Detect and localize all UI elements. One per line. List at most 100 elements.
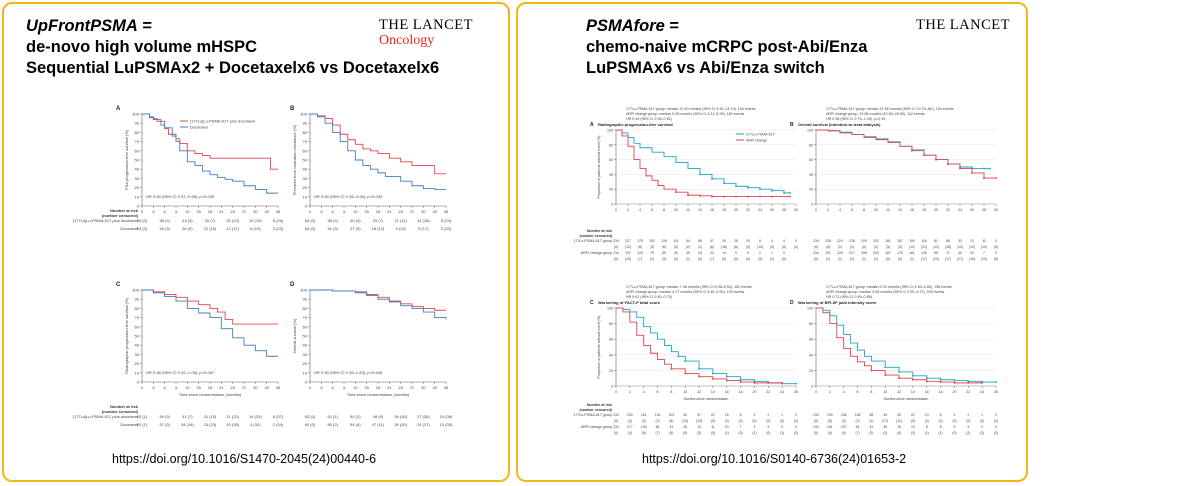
risk-cell: (6) <box>642 431 646 435</box>
risk-cell: 57 (3) <box>159 422 170 427</box>
risk-cell: (2) <box>966 431 970 435</box>
risk-cell: 177 <box>627 425 633 429</box>
risk-cell: 14 <box>722 251 726 255</box>
risk-cell: 217 <box>625 239 631 243</box>
risk-cell: 12 (17) <box>226 226 239 231</box>
legend-label: 177Lu-PSMA-617 <box>746 133 775 137</box>
risk-cell: 39 <box>722 239 726 243</box>
x-tick-label: 30 <box>421 209 426 214</box>
y-tick-label: 10 <box>303 194 308 199</box>
risk-cell: 18 (13) <box>372 226 385 231</box>
risk-cell: 21 (11) <box>394 218 407 223</box>
x-tick-label: 10 <box>683 390 687 394</box>
risk-cell: (4) <box>897 431 901 435</box>
x-tick-label: 24 <box>958 208 962 212</box>
lancet-oncology-sublogo: Oncology <box>379 33 435 48</box>
panel-letter: A <box>590 122 594 128</box>
risk-table-header: Number at risk <box>587 229 612 233</box>
risk-cell: (6) <box>710 245 714 249</box>
x-tick-label: 9 <box>175 209 178 214</box>
x-tick-label: 24 <box>758 208 762 212</box>
risk-cell: (3) <box>886 245 890 249</box>
risk-cell: (0) <box>711 419 715 423</box>
risk-cell: 25 <box>897 413 901 417</box>
y-tick-label: 50 <box>135 334 140 339</box>
x-tick-label: 22 <box>766 390 770 394</box>
censor-mark <box>983 167 985 170</box>
risk-cell: (0) <box>782 245 786 249</box>
panel-letter: A <box>116 106 121 112</box>
censor-mark <box>712 378 714 380</box>
censor-mark <box>771 189 773 192</box>
risk-cell: (3) <box>662 257 666 261</box>
panel-letter: C <box>590 300 594 306</box>
x-tick-label: 15 <box>364 209 369 214</box>
upfrontpsma-doi-link[interactable]: https://doi.org/10.1016/S1470-2045(24)00… <box>112 452 377 466</box>
censor-mark <box>767 382 770 384</box>
risk-table-header: (number censored) <box>579 408 612 412</box>
risk-cell: 6 (37) <box>273 414 284 419</box>
risk-cell: 234 <box>813 413 819 417</box>
risk-cell: 5 (17) <box>418 226 429 231</box>
km-curve-red <box>816 129 996 179</box>
x-tick-label: 20 <box>734 208 738 212</box>
risk-cell: (20) <box>933 257 939 261</box>
x-tick-label: 0 <box>141 209 144 214</box>
psmafore-panel: PSMAfore = chemo-naive mCRPC post-Abi/En… <box>516 2 1028 482</box>
x-axis-label: Months since randomisation <box>684 397 729 401</box>
y-tick-label: 90 <box>135 121 140 126</box>
risk-cell: (1) <box>698 245 702 249</box>
km-curve-teal <box>816 307 996 383</box>
x-tick-label: 3 <box>320 385 323 390</box>
risk-cell: 138 <box>841 413 847 417</box>
psmafore-doi-link[interactable]: https://doi.org/10.1016/S0140-6736(24)01… <box>642 452 907 466</box>
risk-cell: (16) <box>969 257 975 261</box>
x-tick-label: 14 <box>698 208 702 212</box>
risk-cell: (2) <box>794 431 798 435</box>
x-tick-label: 0 <box>309 209 312 214</box>
risk-cell: 190 <box>827 413 833 417</box>
y-tick-label: 20 <box>809 369 813 373</box>
y-tick-label: 80 <box>609 322 613 326</box>
risk-cell: 51 (3) <box>327 226 338 231</box>
risk-cell: (4) <box>842 431 846 435</box>
risk-cell: (1) <box>686 257 690 261</box>
x-tick-label: 16 <box>710 208 714 212</box>
legend-summary-line: ARPI change group: 23·85 months (20·60–2… <box>826 112 925 116</box>
risk-cell: 42 <box>869 425 873 429</box>
km-curve-red <box>310 289 446 311</box>
y-tick-label: 20 <box>303 361 308 366</box>
legend-label: [177Lu]Lu-PSMA-617 plus docetaxel <box>190 119 255 124</box>
risk-cell: (3) <box>674 245 678 249</box>
y-tick-label: 0 <box>811 203 813 207</box>
risk-cell: (0) <box>698 257 702 261</box>
x-tick-label: 6 <box>651 208 653 212</box>
y-axis-label: PSA progression-free survival (%) <box>124 129 129 190</box>
risk-cell: 234 <box>813 239 819 243</box>
risk-table-header: Number at risk <box>110 404 139 409</box>
x-axis-label: Months since randomisation <box>884 397 929 401</box>
x-tick-label: 14 <box>711 390 715 394</box>
censor-mark <box>781 382 783 384</box>
risk-cell: 7 <box>740 425 742 429</box>
risk-cell: 8 <box>759 239 761 243</box>
censor-mark <box>753 382 756 384</box>
y-tick-label: 0 <box>305 204 308 209</box>
risk-cell: 178 <box>897 251 903 255</box>
x-tick-label: 6 <box>657 390 659 394</box>
y-tick-label: 60 <box>809 158 813 162</box>
risk-cell: (3) <box>869 431 873 435</box>
x-tick-label: 22 <box>966 390 970 394</box>
risk-cell: 1 <box>781 413 783 417</box>
risk-cell: (1) <box>939 431 943 435</box>
censor-mark <box>759 188 761 190</box>
risk-cell: 136 <box>641 425 647 429</box>
censor-mark <box>953 379 956 382</box>
y-tick-label: 80 <box>135 130 140 135</box>
risk-cell: (0) <box>814 257 818 261</box>
risk-cell: 21 <box>970 239 974 243</box>
risk-cell: (27) <box>957 257 963 261</box>
x-tick-label: 33 <box>432 209 437 214</box>
legend-summary-line: HR 0·49 (95% CI 0·39–0·61) <box>626 117 672 121</box>
risk-cell: (13) <box>696 419 702 423</box>
